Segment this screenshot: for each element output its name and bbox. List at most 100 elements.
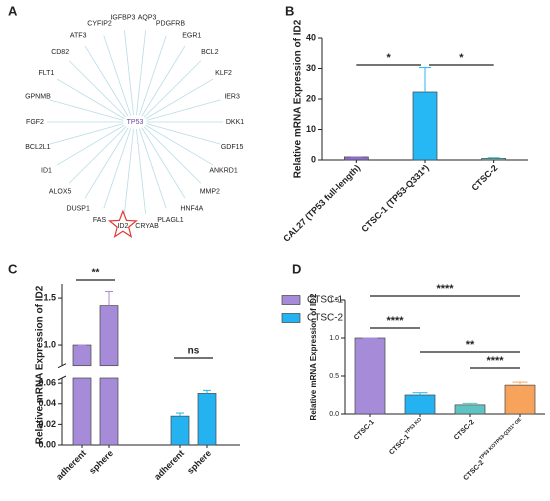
axis-break — [57, 363, 67, 369]
y-tick-label: 30 — [306, 63, 316, 73]
y-tick-label: 40 — [306, 32, 316, 42]
edge — [56, 124, 125, 166]
panel-label: C — [8, 261, 18, 276]
bar — [354, 337, 386, 415]
y-axis-label: Relative mRNA Expression of ID2 — [293, 19, 304, 178]
panel-label: A — [8, 3, 18, 18]
category-suffix: TP53-Q331* OE — [493, 417, 523, 447]
node-label: KLF2 — [215, 70, 232, 77]
edge — [146, 123, 221, 145]
category-name: CTSC-2 — [453, 419, 476, 442]
node-label: AQP3 — [138, 15, 157, 22]
category-name: CTSC-1 — [353, 419, 376, 442]
node-label: FAS — [93, 217, 107, 224]
edge — [84, 127, 129, 199]
node-label: ID2 — [117, 223, 128, 230]
edge — [136, 128, 147, 214]
node-label: MMP2 — [200, 188, 220, 195]
significance-label: **** — [386, 315, 404, 327]
significance-label: ** — [466, 339, 475, 351]
edge — [138, 35, 167, 116]
highlight-star — [108, 209, 138, 238]
node-label: BCL2L1 — [25, 144, 50, 151]
edge — [146, 99, 221, 121]
panel-label: B — [285, 3, 294, 18]
node-label: ID1 — [41, 168, 52, 175]
edge — [145, 124, 214, 166]
category-name: CTSC-1 — [388, 433, 411, 456]
y-tick-label: 1.0 — [43, 339, 56, 349]
x-tick-label: adherent — [152, 448, 186, 482]
significance-label: * — [387, 52, 392, 64]
node-label: FLT1 — [39, 70, 55, 77]
edge — [141, 45, 186, 117]
y-tick-label: 20 — [306, 93, 316, 103]
x-tick-label: adherent — [54, 448, 88, 482]
y-tick-label: 1.5 — [329, 297, 339, 304]
y-tick-label: 10 — [306, 124, 316, 134]
x-tick-label: CTSC-1TP53 KO — [386, 417, 425, 456]
node-label: PLAGL1 — [157, 217, 184, 224]
bar — [454, 404, 486, 415]
significance-label: **** — [486, 355, 504, 367]
node-label: IER3 — [224, 94, 240, 101]
bar — [504, 384, 536, 415]
edge — [56, 78, 125, 120]
x-tick-label: CTSC-2 — [453, 419, 476, 442]
edge — [145, 78, 214, 120]
y-tick-label: 1.5 — [43, 292, 56, 302]
edge — [103, 128, 132, 209]
y-tick-label: 1.0 — [329, 335, 339, 342]
y-axis-label: Relative mRNA Expression of ID2 — [35, 285, 46, 444]
legend-label: CTSC-2 — [307, 313, 344, 324]
edge — [68, 60, 127, 118]
bar-lower — [72, 377, 92, 446]
node-label: GPNMB — [25, 94, 51, 101]
bar — [404, 394, 436, 415]
node-label: DUSP1 — [67, 205, 90, 212]
edge — [138, 128, 167, 209]
node-label: CYFIP2 — [87, 21, 112, 28]
edge — [136, 30, 147, 116]
node-label: ATF3 — [70, 32, 87, 39]
edge — [68, 126, 127, 184]
bar — [197, 393, 217, 446]
legend-label: CTSC-1 — [307, 295, 344, 306]
x-tick-label: sphere — [87, 448, 115, 476]
center-node: TP53 — [127, 119, 144, 126]
category-name: CTSC-1 (TP53-Q331*) — [360, 163, 431, 234]
edge — [49, 99, 124, 121]
node-label: GDF15 — [221, 144, 244, 151]
node-label: CRYAB — [135, 223, 159, 230]
node-label: ALOX5 — [49, 188, 72, 195]
x-tick-label: CTSC-1 (TP53-Q331*) — [360, 163, 431, 234]
node-label: EGR1 — [182, 32, 201, 39]
y-tick-label: 0.00 — [38, 439, 56, 449]
category-name: CTSC-2 — [462, 459, 485, 482]
significance-label: ns — [188, 346, 200, 357]
bar-upper — [99, 305, 119, 367]
legend-swatch — [281, 295, 301, 305]
y-axis-label: Relative mRNA Expression of ID2 — [309, 293, 318, 420]
edge — [143, 126, 202, 184]
x-tick-label: CTSC-2 — [470, 163, 500, 193]
edge — [143, 60, 202, 118]
node-label: CD82 — [51, 49, 69, 56]
node-label: PDGFRB — [156, 21, 186, 28]
edge — [123, 30, 134, 116]
edge — [123, 128, 134, 214]
edge — [84, 45, 129, 117]
node-label: IGFBP3 — [110, 15, 135, 22]
node-label: ANKRD1 — [209, 168, 238, 175]
y-tick-label: 0.0 — [329, 411, 339, 418]
edge — [49, 123, 124, 145]
node-label: HNF4A — [180, 205, 203, 212]
significance-label: * — [459, 52, 464, 64]
y-tick-label: 0.5 — [329, 373, 339, 380]
x-tick-label: sphere — [185, 448, 213, 476]
significance-label: ** — [92, 268, 100, 279]
axis-break — [57, 375, 67, 381]
legend-swatch — [281, 313, 301, 323]
bar-upper — [72, 344, 92, 367]
